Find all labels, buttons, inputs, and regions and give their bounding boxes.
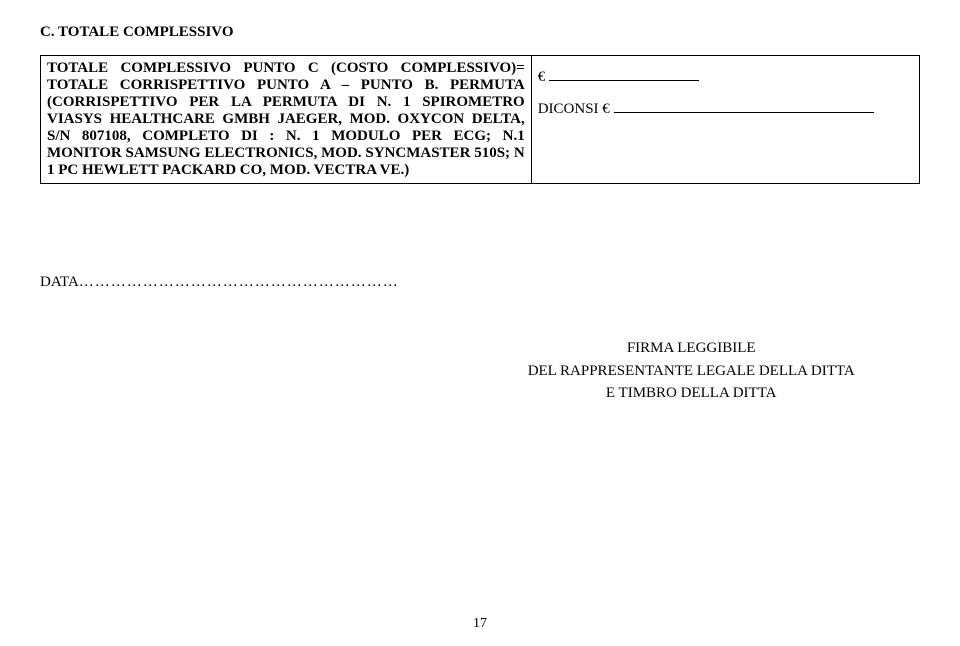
diconsi-label: DICONSI € — [538, 101, 610, 117]
signature-line-1: FIRMA LEGGIBILE — [462, 337, 920, 360]
totals-table: TOTALE COMPLESSIVO PUNTO C (COSTO COMPLE… — [40, 55, 920, 184]
signature-line-2: DEL RAPPRESENTANTE LEGALE DELLA DITTA — [462, 360, 920, 383]
signature-block: FIRMA LEGGIBILE DEL RAPPRESENTANTE LEGAL… — [462, 337, 920, 405]
page-number: 17 — [0, 616, 960, 632]
totals-amount-cell: € DICONSI € — [531, 56, 919, 184]
section-title: C. TOTALE COMPLESSIVO — [40, 24, 920, 41]
euro-symbol: € — [538, 69, 546, 85]
date-label: DATA — [40, 274, 79, 290]
totals-description-cell: TOTALE COMPLESSIVO PUNTO C (COSTO COMPLE… — [41, 56, 532, 184]
euro-blank-line — [549, 67, 699, 81]
diconsi-line: DICONSI € — [538, 94, 913, 126]
date-dots: …………………………………………………… — [79, 274, 399, 290]
signature-line-3: E TIMBRO DELLA DITTA — [462, 382, 920, 405]
date-row: DATA…………………………………………………… — [40, 274, 920, 291]
euro-line: € — [538, 62, 913, 94]
diconsi-blank-line — [614, 99, 874, 113]
